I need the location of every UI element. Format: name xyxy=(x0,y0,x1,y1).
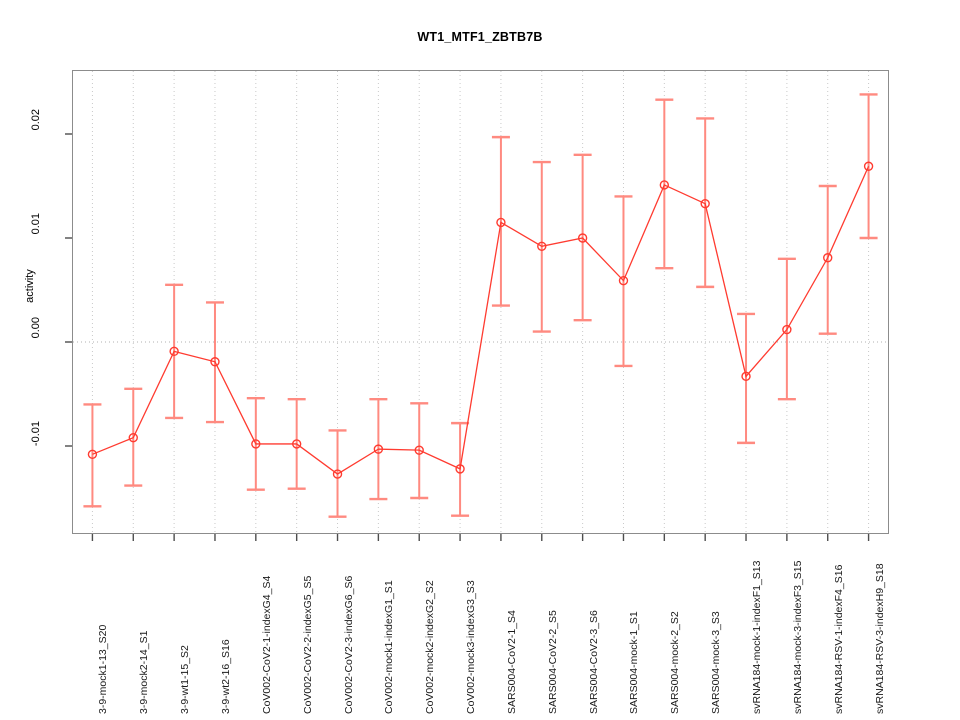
y-axis-tick-label: 0.01 xyxy=(30,213,42,235)
x-axis-tick-label: SARS004-CoV2-3_S6 xyxy=(587,610,600,714)
x-axis-tick-label: CoV002-CoV2-3-indexG6_S6 xyxy=(342,575,355,714)
x-axis-tick-label: CoV002-mock2-indexG2_S2 xyxy=(424,580,437,714)
x-axis-tick-label: SARS004-CoV2-1_S4 xyxy=(505,610,518,714)
x-axis-tick-label: SARS004-mock-1_S1 xyxy=(628,611,641,714)
x-axis-tick-label: CoV002-mock1-indexG1_S1 xyxy=(383,580,396,714)
x-axis-tick-label: SARS004-mock-2_S2 xyxy=(669,611,682,714)
x-axis-tick-label: CoV002-CoV2-1-indexG4_S4 xyxy=(260,575,273,714)
y-axis-tick-label: 0.02 xyxy=(30,109,42,131)
x-axis-tick-label: 3-9-mock1-13_S20 xyxy=(97,624,110,714)
x-axis-tick-label: SARS004-CoV2-2_S5 xyxy=(546,610,559,714)
x-axis-tick-label: svRNA184-mock-1-indexF1_S13 xyxy=(751,560,764,714)
x-axis-tick-label: 3-9-wt1-15_S2 xyxy=(179,645,192,714)
x-axis-tick-label: 3-9-wt2-16_S16 xyxy=(219,639,232,714)
plot-area xyxy=(72,70,889,534)
y-axis-tick-label: -0.01 xyxy=(30,421,42,447)
x-axis-tick-label: CoV002-CoV2-2-indexG5_S5 xyxy=(301,575,314,714)
x-axis-tick-label: svRNA184-RSV-1-indexF4_S16 xyxy=(832,564,845,714)
y-axis-tick-label: 0.00 xyxy=(30,317,42,339)
x-axis-tick-label: CoV002-mock3-indexG3_S3 xyxy=(465,580,478,714)
x-axis-tick-label: svRNA184-mock-3-indexF3_S15 xyxy=(791,560,804,714)
x-axis-tick-label: svRNA184-RSV-3-indexH9_S18 xyxy=(873,563,886,714)
x-axis-tick-label: SARS004-mock-3_S3 xyxy=(710,611,723,714)
page-title: WT1_MTF1_ZBTB7B xyxy=(417,30,543,44)
y-axis-label: activity xyxy=(24,269,36,303)
x-axis-tick-label: 3-9-mock2-14_S1 xyxy=(138,630,151,714)
